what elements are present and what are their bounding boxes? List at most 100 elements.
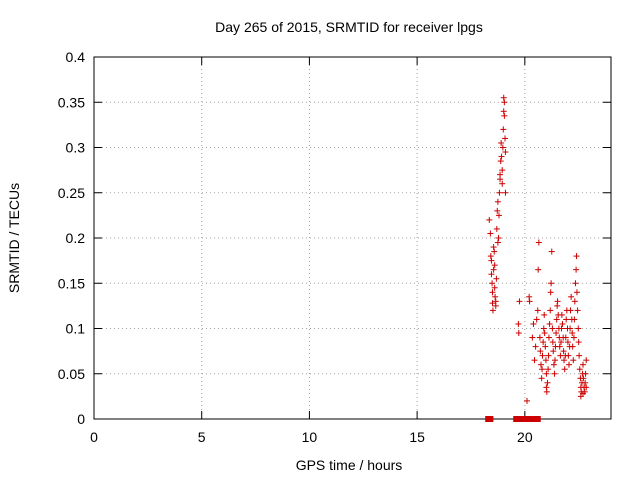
plot-frame (93, 56, 612, 420)
data-point (539, 366, 546, 373)
data-point (579, 390, 586, 397)
data-point (495, 212, 502, 219)
data-point (548, 280, 555, 287)
x-tick-label: 15 (409, 429, 425, 445)
data-point (523, 397, 530, 404)
data-point (561, 357, 568, 364)
data-point (535, 266, 542, 273)
data-point (497, 171, 504, 178)
data-point (489, 307, 496, 314)
data-point (564, 339, 571, 346)
data-point (565, 352, 572, 359)
data-point (490, 244, 497, 251)
data-point (496, 189, 503, 196)
data-point (492, 293, 499, 300)
data-point (554, 298, 561, 305)
data-point (582, 370, 589, 377)
data-point (499, 180, 506, 187)
data-point (573, 289, 580, 296)
data-point (567, 325, 574, 332)
data-point (551, 357, 558, 364)
data-point (583, 384, 590, 391)
data-point (573, 253, 580, 260)
data-point (571, 316, 578, 323)
data-point (573, 266, 580, 273)
data-point (515, 330, 522, 337)
data-point (545, 334, 552, 341)
data-point (570, 334, 577, 341)
data-point (537, 348, 544, 355)
data-point (551, 370, 558, 377)
zero-point (515, 416, 522, 422)
data-point (532, 343, 539, 350)
data-point (500, 126, 507, 133)
data-point (540, 339, 547, 346)
data-point (546, 320, 553, 327)
data-point (537, 361, 544, 368)
data-point (545, 352, 552, 359)
data-point (547, 307, 554, 314)
y-tick-label: 0.05 (58, 366, 85, 382)
data-point (583, 357, 590, 364)
y-tick-label: 0.4 (66, 49, 86, 65)
axis-ticks: 0 0.05 0.1 0.15 0.2 0.25 0.3 0.35 0.4 0 5 10 15 20 (58, 49, 611, 445)
data-point (494, 207, 501, 214)
data-point (529, 334, 536, 341)
data-point (499, 144, 506, 151)
data-point (500, 94, 507, 101)
data-point (498, 153, 505, 160)
data-point (558, 339, 565, 346)
data-point (576, 352, 583, 359)
data-point (494, 239, 501, 246)
data-point (534, 307, 541, 314)
data-point (502, 189, 509, 196)
data-point (543, 388, 550, 395)
y-tick-label: 0 (77, 411, 85, 427)
data-point (536, 334, 543, 341)
data-point (540, 325, 547, 332)
data-point (563, 316, 570, 323)
data-point (547, 289, 554, 296)
data-point (560, 348, 567, 355)
data-point (493, 275, 500, 282)
data-point (499, 167, 506, 174)
data-point (495, 235, 502, 241)
x-axis-label: GPS time / hours (296, 457, 403, 473)
data-point (493, 225, 500, 232)
data-point (515, 320, 522, 327)
data-point (550, 348, 557, 355)
data-point (530, 320, 537, 327)
zero-point (528, 416, 535, 422)
y-tick-label: 0.1 (66, 321, 86, 337)
data-point (542, 357, 549, 364)
data-point (567, 307, 574, 314)
data-point (489, 289, 496, 296)
data-point (535, 239, 542, 246)
data-point (526, 298, 533, 305)
data-point (549, 325, 556, 332)
data-point (572, 280, 579, 287)
data-point (575, 339, 582, 346)
data-point (491, 248, 498, 255)
data-point (494, 198, 501, 205)
data-point (543, 370, 550, 377)
data-points (485, 94, 590, 422)
y-tick-label: 0.3 (66, 140, 86, 156)
data-point (580, 375, 587, 382)
data-point (558, 311, 565, 318)
data-point (558, 325, 565, 332)
data-point (501, 112, 508, 119)
data-point (569, 330, 576, 337)
data-point (582, 379, 589, 386)
data-point (541, 311, 548, 318)
data-point (550, 361, 557, 368)
data-point (576, 366, 583, 373)
data-point (569, 343, 576, 350)
data-point (556, 343, 563, 350)
data-point (544, 379, 551, 386)
data-point (562, 334, 569, 341)
data-point (568, 293, 575, 300)
data-point (487, 230, 494, 237)
data-point (545, 366, 552, 373)
